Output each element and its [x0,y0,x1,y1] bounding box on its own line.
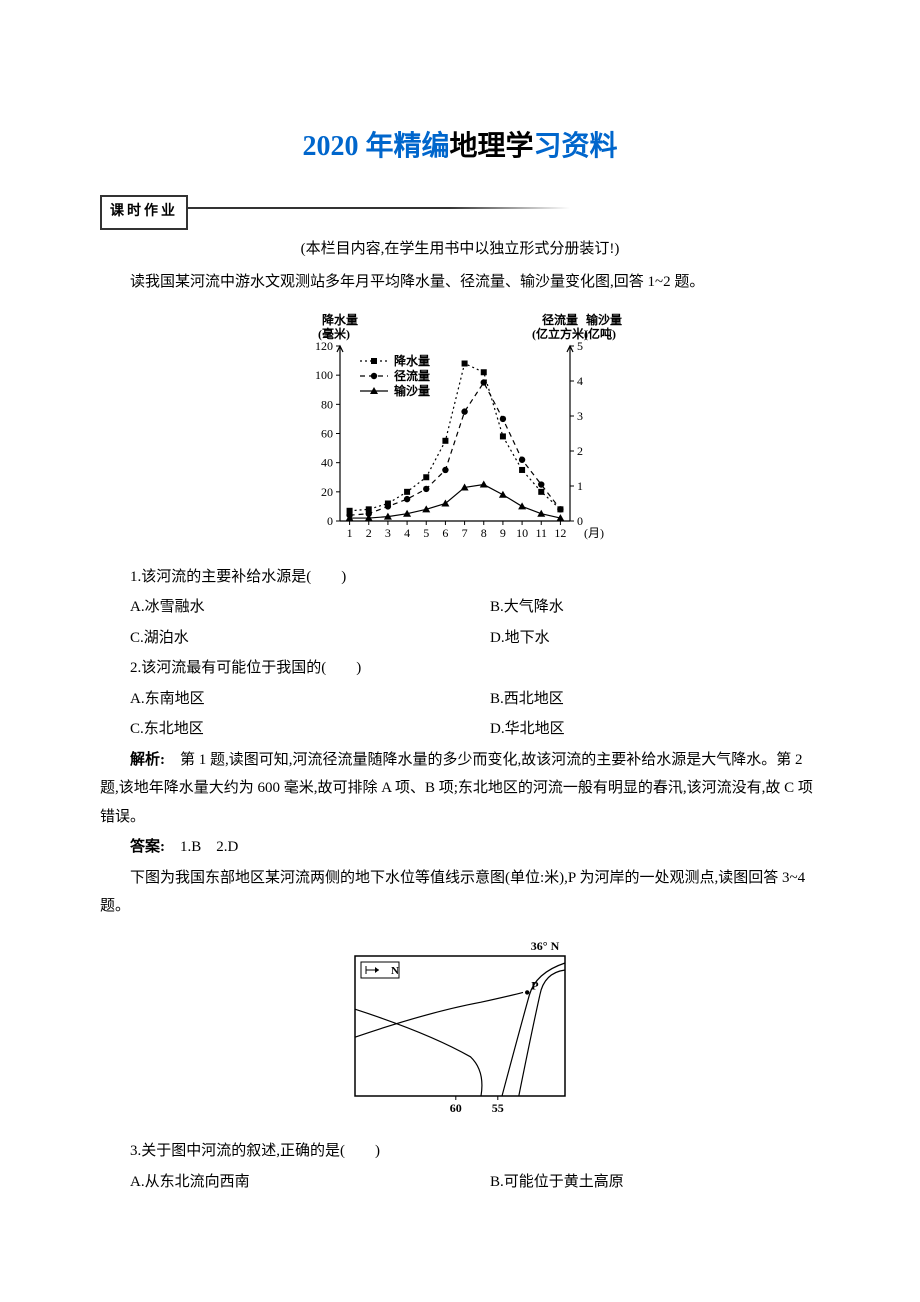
svg-text:降水量: 降水量 [322,312,358,327]
q3-stem: 3.关于图中河流的叙述,正确的是( ) [100,1137,820,1166]
svg-text:输沙量: 输沙量 [394,383,430,398]
svg-text:80: 80 [321,398,333,412]
svg-text:径流量: 径流量 [542,312,578,327]
q1-stem: 1.该河流的主要补给水源是( ) [100,563,820,592]
svg-text:(亿立方米): (亿立方米) [532,326,588,341]
svg-text:7: 7 [462,526,468,540]
q2-opt-c: C.东北地区 [100,715,460,744]
chart-1: 020406080100120012345123456789101112(月)降… [290,306,630,546]
q2-stem: 2.该河流最有可能位于我国的( ) [100,654,820,683]
title-blue-1: 2020 年精编 [302,131,449,162]
svg-text:4: 4 [404,526,410,540]
document-title: 2020 年精编地理学习资料 [100,120,820,173]
svg-text:5: 5 [423,526,429,540]
intro-note: (本栏目内容,在学生用书中以独立形式分册装订!) [100,235,820,264]
svg-text:20: 20 [321,485,333,499]
q2-options-row1: A.东南地区 B.西北地区 [100,685,820,714]
svg-text:9: 9 [500,526,506,540]
svg-text:120: 120 [315,339,333,353]
q1-options-row2: C.湖泊水 D.地下水 [100,624,820,653]
q2-opt-b: B.西北地区 [460,685,820,714]
passage-1: 读我国某河流中游水文观测站多年月平均降水量、径流量、输沙量变化图,回答 1~2 … [100,268,820,297]
svg-text:(月): (月) [584,526,604,540]
svg-text:径流量: 径流量 [394,368,430,383]
answer-1: 答案: 1.B 2.D [100,833,820,862]
q2-opt-d: D.华北地区 [460,715,820,744]
q3-options-row1: A.从东北流向西南 B.可能位于黄土高原 [100,1168,820,1197]
svg-text:输沙量: 输沙量 [586,312,622,327]
explanation-label: 解析: [130,752,165,768]
answer-text: 1.B 2.D [165,839,238,855]
svg-text:40: 40 [321,456,333,470]
q3-opt-b: B.可能位于黄土高原 [460,1168,820,1197]
svg-text:2: 2 [577,444,583,458]
q1-options-row1: A.冰雪融水 B.大气降水 [100,593,820,622]
explanation-text: 第 1 题,读图可知,河流径流量随降水量的多少而变化,故该河流的主要补给水源是大… [100,752,813,825]
q2-options-row2: C.东北地区 D.华北地区 [100,715,820,744]
svg-text:100: 100 [315,368,333,382]
q2-opt-a: A.东南地区 [100,685,460,714]
answer-label: 答案: [130,839,165,855]
svg-text:12: 12 [554,526,566,540]
svg-text:5: 5 [577,339,583,353]
svg-text:0: 0 [577,514,583,528]
q1-opt-b: B.大气降水 [460,593,820,622]
chart-2-wrap: 36° N N P 60 55 [100,931,820,1132]
q1-opt-c: C.湖泊水 [100,624,460,653]
svg-text:6: 6 [442,526,448,540]
chart-2: 36° N N P 60 55 [345,931,575,1121]
svg-text:36° N: 36° N [531,939,560,953]
svg-text:P: P [531,978,538,992]
svg-text:1: 1 [577,479,583,493]
svg-text:(毫米): (毫米) [318,326,350,341]
q3-opt-a: A.从东北流向西南 [100,1168,460,1197]
svg-text:3: 3 [385,526,391,540]
explanation-1: 解析: 第 1 题,读图可知,河流径流量随降水量的多少而变化,故该河流的主要补给… [100,746,820,832]
chart-1-wrap: 020406080100120012345123456789101112(月)降… [100,306,820,557]
svg-text:0: 0 [327,514,333,528]
svg-text:55: 55 [492,1101,504,1115]
svg-text:N: N [391,965,399,977]
q1-opt-d: D.地下水 [460,624,820,653]
q1-opt-a: A.冰雪融水 [100,593,460,622]
title-blue-2: 习资料 [534,131,618,162]
svg-text:(亿吨): (亿吨) [584,326,616,341]
svg-text:8: 8 [481,526,487,540]
svg-text:10: 10 [516,526,528,540]
svg-text:4: 4 [577,374,583,388]
section-header-label: 课时作业 [100,195,188,230]
title-black: 地理学 [449,131,533,162]
svg-text:60: 60 [450,1101,462,1115]
section-header: 课时作业 [100,195,820,225]
page: 2020 年精编地理学习资料 课时作业 (本栏目内容,在学生用书中以独立形式分册… [0,0,920,1302]
svg-text:3: 3 [577,409,583,423]
svg-text:1: 1 [347,526,353,540]
section-header-line [170,207,570,209]
svg-text:降水量: 降水量 [394,353,430,368]
passage-2: 下图为我国东部地区某河流两侧的地下水位等值线示意图(单位:米),P 为河岸的一处… [100,864,820,921]
svg-text:60: 60 [321,427,333,441]
svg-text:2: 2 [366,526,372,540]
svg-text:11: 11 [535,526,547,540]
